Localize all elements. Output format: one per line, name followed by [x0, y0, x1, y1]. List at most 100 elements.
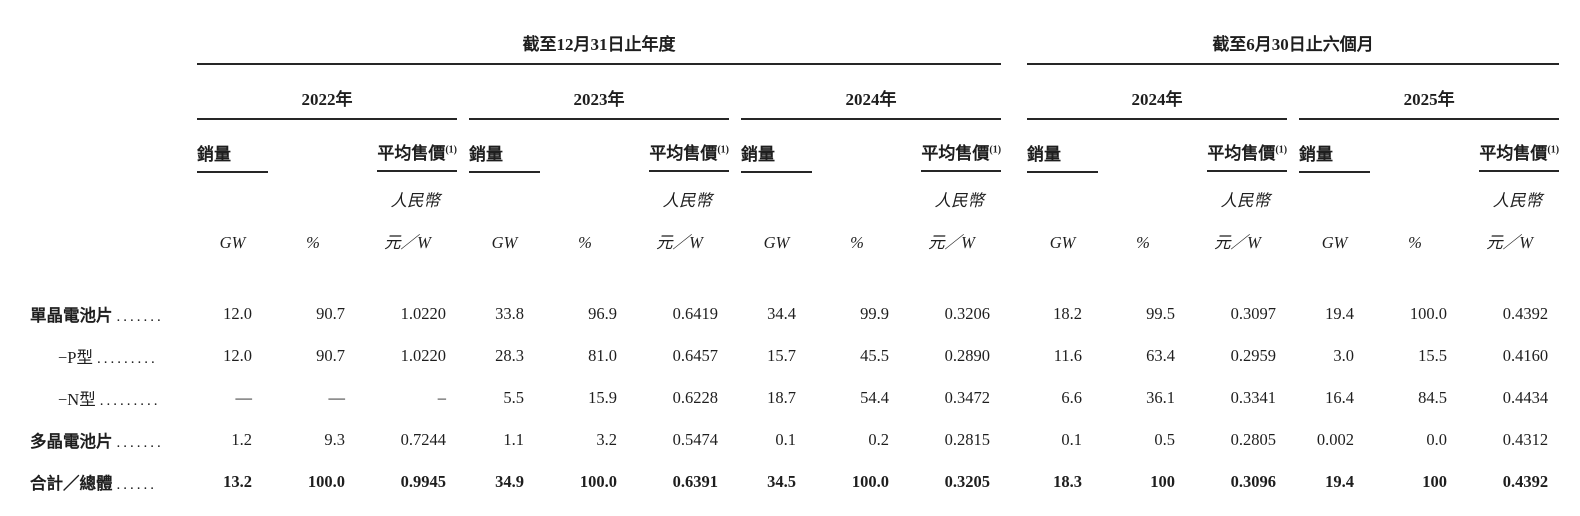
unit-price: 元／W — [1486, 233, 1533, 252]
table-row-n-type: −N型......... — — – 5.5 15.9 0.6228 18.7 … — [30, 377, 1559, 419]
spacer — [540, 172, 630, 213]
value-cell: 0.0 — [1426, 430, 1448, 449]
value-cell: 99.9 — [860, 304, 889, 323]
dot-leader: ...... — [116, 477, 157, 493]
spacer — [1001, 213, 1027, 257]
spacer — [729, 64, 741, 119]
spacer — [1001, 14, 1027, 64]
value-cell: 34.4 — [767, 304, 796, 323]
value-cell: 0.2959 — [1230, 346, 1277, 365]
unit-gw: GW — [491, 233, 518, 252]
year-header-2022: 2022年 — [197, 64, 457, 120]
spacer — [457, 172, 469, 213]
spacer — [1287, 213, 1299, 257]
unit-price: 元／W — [384, 233, 431, 252]
value-cell: 0.4392 — [1502, 472, 1549, 491]
value-cell: 99.5 — [1146, 304, 1176, 323]
footnote-marker: (1) — [1275, 144, 1288, 156]
column-header-row: 銷量 平均售價(1) 銷量 平均售價(1) 銷量 平均售價(1) 銷量 平均售價… — [30, 119, 1560, 173]
spacer — [729, 419, 741, 461]
value-cell: 96.9 — [588, 304, 617, 323]
value-cell: 16.4 — [1325, 388, 1355, 407]
spacer — [457, 213, 469, 257]
value-cell: 15.7 — [767, 346, 796, 365]
value-cell: 0.3205 — [944, 472, 991, 491]
value-cell: 36.1 — [1146, 388, 1176, 407]
table-row-p-type: −P型......... 12.0 90.7 1.0220 28.3 81.0 … — [30, 335, 1559, 377]
footnote-marker: (1) — [989, 144, 1002, 156]
unit-gw: GW — [219, 233, 246, 252]
value-cell: 0.5 — [1154, 430, 1176, 449]
value-cell: 0.3472 — [944, 388, 991, 407]
value-cell: 34.9 — [495, 472, 524, 491]
spacer — [1001, 119, 1027, 172]
row-label: −P型......... — [58, 348, 158, 367]
spacer — [197, 172, 268, 213]
value-cell: 13.2 — [223, 472, 252, 491]
value-cell: 34.5 — [767, 472, 796, 491]
value-cell: 0.2815 — [944, 430, 991, 449]
value-cell: 0.4392 — [1502, 304, 1549, 323]
document-page: 截至12月31日止年度 截至6月30日止六個月 2022年 2023年 2024… — [30, 14, 1560, 503]
spacer — [457, 419, 469, 461]
avg-price-label: 平均售價 — [1207, 144, 1276, 163]
spacer — [729, 172, 741, 213]
value-cell: 5.5 — [503, 388, 524, 407]
value-cell: 18.2 — [1053, 304, 1083, 323]
spacer — [457, 461, 469, 503]
spacer — [30, 64, 197, 119]
avg-price-header: 平均售價(1) — [902, 119, 1002, 172]
value-cell: – — [437, 388, 446, 407]
spacer — [729, 119, 741, 172]
value-cell: 0.002 — [1316, 430, 1355, 449]
value-cell: — — [328, 388, 346, 407]
currency-label: 人民幣 — [662, 191, 713, 210]
avg-price-label: 平均售價 — [649, 144, 718, 163]
footnote-marker: (1) — [445, 144, 457, 156]
spacer — [457, 293, 469, 335]
dot-leader: ......... — [99, 393, 161, 409]
footnote-marker: (1) — [1547, 144, 1560, 156]
section-title-row: 截至12月31日止年度 截至6月30日止六個月 — [30, 14, 1560, 65]
spacer — [1287, 461, 1299, 503]
dot-leader: ....... — [116, 435, 164, 451]
dot-leader: ......... — [96, 351, 158, 367]
value-cell: 12.0 — [223, 304, 252, 323]
avg-price-header: 平均售價(1) — [1188, 119, 1288, 172]
currency-row: 人民幣 人民幣 人民幣 人民幣 人民幣 — [30, 172, 1559, 213]
spacer — [1001, 293, 1027, 335]
section-title-interim: 截至6月30日止六個月 — [1027, 14, 1560, 65]
value-cell: 100 — [1422, 472, 1448, 491]
value-cell: 0.7244 — [400, 430, 446, 449]
spacer — [30, 257, 1559, 293]
value-cell: 0.4434 — [1502, 388, 1549, 407]
row-label: 多晶電池片....... — [30, 432, 164, 451]
value-cell: 90.7 — [316, 304, 345, 323]
spacer — [1287, 64, 1299, 119]
spacer — [30, 213, 197, 257]
spacer — [1299, 172, 1370, 213]
spacer — [268, 172, 358, 213]
spacer — [1098, 172, 1188, 213]
value-cell: 84.5 — [1418, 388, 1448, 407]
value-cell: 0.2805 — [1230, 430, 1277, 449]
value-cell: 15.5 — [1418, 346, 1448, 365]
spacer — [1287, 419, 1299, 461]
value-cell: 0.6457 — [672, 346, 718, 365]
value-cell: 3.0 — [1333, 346, 1355, 365]
section-title-annual: 截至12月31日止年度 — [197, 14, 1002, 65]
spacer — [1027, 172, 1098, 213]
value-cell: 3.2 — [596, 430, 617, 449]
currency-label: 人民幣 — [1492, 191, 1543, 210]
row-label: 單晶電池片....... — [30, 306, 164, 325]
spacer — [812, 119, 902, 172]
spacer — [729, 377, 741, 419]
value-cell: 100.0 — [851, 472, 889, 491]
unit-gw: GW — [1049, 233, 1076, 252]
spacer — [1001, 377, 1027, 419]
spacer — [729, 335, 741, 377]
year-header-2024: 2024年 — [741, 64, 1002, 120]
value-cell: 1.0220 — [400, 346, 446, 365]
avg-price-header: 平均售價(1) — [630, 119, 729, 172]
row-label: −N型......... — [58, 390, 161, 409]
